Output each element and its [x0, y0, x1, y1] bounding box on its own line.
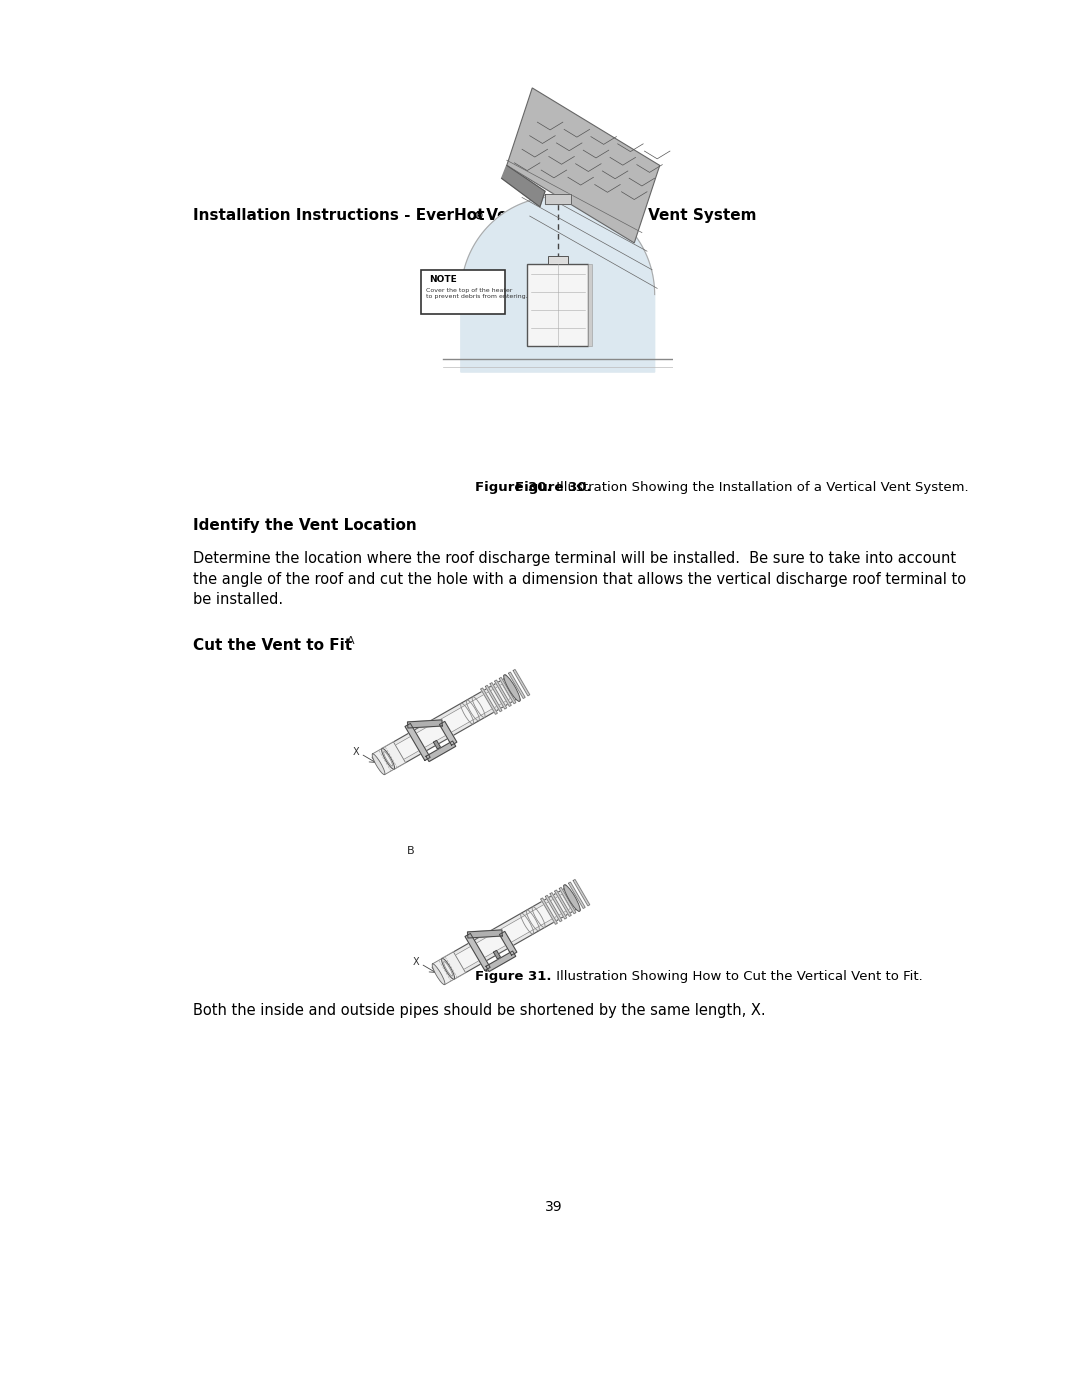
Ellipse shape — [503, 675, 521, 701]
Polygon shape — [513, 669, 530, 696]
Polygon shape — [485, 686, 502, 711]
Text: Vertical Discharge Vent System: Vertical Discharge Vent System — [482, 208, 757, 222]
Polygon shape — [507, 88, 660, 243]
Polygon shape — [509, 672, 525, 698]
Text: NOTE: NOTE — [429, 275, 457, 284]
Polygon shape — [564, 884, 581, 911]
Polygon shape — [568, 882, 585, 908]
Text: Installation Instructions - EverHot: Installation Instructions - EverHot — [193, 208, 485, 222]
Polygon shape — [490, 683, 507, 710]
Ellipse shape — [432, 964, 445, 985]
Polygon shape — [461, 197, 654, 372]
Text: Determine the location where the roof discharge terminal will be installed.  Be : Determine the location where the roof di… — [193, 550, 956, 566]
Ellipse shape — [442, 958, 455, 979]
Polygon shape — [499, 678, 516, 704]
Ellipse shape — [373, 754, 384, 775]
Text: Identify the Vent Location: Identify the Vent Location — [193, 518, 417, 534]
Text: B: B — [406, 847, 415, 856]
Polygon shape — [468, 930, 502, 937]
Polygon shape — [504, 675, 521, 701]
Bar — [548, 256, 568, 264]
Polygon shape — [432, 951, 465, 985]
Text: X: X — [413, 957, 420, 967]
Polygon shape — [382, 678, 518, 770]
Polygon shape — [494, 950, 500, 958]
Polygon shape — [486, 951, 516, 971]
Polygon shape — [501, 165, 545, 207]
Text: ®: ® — [474, 211, 484, 221]
Ellipse shape — [381, 749, 394, 770]
Polygon shape — [573, 880, 590, 905]
Text: the angle of the roof and cut the hole with a dimension that allows the vertical: the angle of the roof and cut the hole w… — [193, 571, 967, 587]
Polygon shape — [555, 890, 571, 916]
FancyBboxPatch shape — [421, 270, 505, 314]
Text: be installed.: be installed. — [193, 592, 283, 606]
Polygon shape — [495, 680, 511, 707]
Polygon shape — [465, 933, 490, 971]
Ellipse shape — [444, 961, 453, 977]
Polygon shape — [373, 742, 406, 774]
Text: 39: 39 — [544, 1200, 563, 1214]
Text: A: A — [347, 637, 354, 647]
Text: Both the inside and outside pipes should be shortened by the same length, X.: Both the inside and outside pipes should… — [193, 1003, 766, 1017]
Polygon shape — [440, 721, 457, 745]
Polygon shape — [407, 719, 443, 728]
Polygon shape — [541, 898, 557, 925]
Text: X: X — [353, 746, 360, 757]
Text: Illustration Showing the Installation of a Vertical Vent System.: Illustration Showing the Installation of… — [552, 481, 969, 495]
Polygon shape — [442, 887, 578, 979]
Polygon shape — [405, 724, 430, 760]
Polygon shape — [545, 194, 570, 204]
Text: Illustration Showing How to Cut the Vertical Vent to Fit.: Illustration Showing How to Cut the Vert… — [552, 971, 922, 983]
Polygon shape — [499, 932, 517, 956]
Polygon shape — [550, 893, 567, 919]
Text: Cover the top of the heater
to prevent debris from entering.: Cover the top of the heater to prevent d… — [427, 288, 528, 299]
Bar — [527, 264, 589, 346]
Polygon shape — [449, 894, 570, 972]
Ellipse shape — [564, 884, 580, 911]
Polygon shape — [433, 740, 441, 749]
Polygon shape — [426, 740, 456, 761]
Text: Figure 30.: Figure 30. — [475, 481, 552, 495]
Bar — [589, 264, 592, 346]
Text: Figure 31.: Figure 31. — [475, 971, 552, 983]
Polygon shape — [559, 887, 576, 914]
Polygon shape — [481, 687, 498, 714]
Polygon shape — [390, 685, 511, 763]
Text: Figure 30.: Figure 30. — [515, 481, 592, 495]
Text: Cut the Vent to Fit: Cut the Vent to Fit — [193, 637, 352, 652]
Polygon shape — [545, 895, 562, 922]
Ellipse shape — [383, 752, 392, 766]
